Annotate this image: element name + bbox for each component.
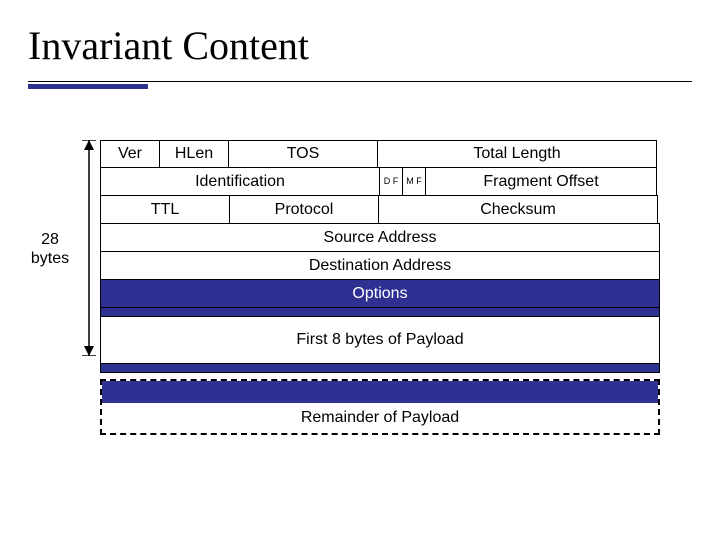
- field-tos: TOS: [228, 140, 378, 168]
- ip-header-diagram: Ver HLen TOS Total Length Identification…: [100, 140, 660, 435]
- field-fragment-offset: Fragment Offset: [425, 167, 657, 196]
- field-destination-address: Destination Address: [100, 251, 660, 280]
- header-row-options: Options: [100, 280, 660, 308]
- header-row-2: Identification D F M F Fragment Offset: [100, 168, 660, 196]
- payload-remainder-box: Remainder of Payload: [100, 379, 660, 435]
- slide-title: Invariant Content: [0, 0, 720, 75]
- side-size-value: 28: [41, 231, 59, 248]
- field-total-length: Total Length: [377, 140, 657, 168]
- header-row-1: Ver HLen TOS Total Length: [100, 140, 660, 168]
- field-source-address: Source Address: [100, 223, 660, 252]
- extent-bracket: [82, 140, 96, 356]
- field-checksum: Checksum: [378, 195, 658, 224]
- diagram-stage: 28 bytes Ver HLen TOS Total Length Ident…: [100, 140, 660, 435]
- separator-band-2: [100, 363, 660, 373]
- field-ttl: TTL: [100, 195, 230, 224]
- header-row-3: TTL Protocol Checksum: [100, 196, 660, 224]
- field-hlen: HLen: [159, 140, 229, 168]
- side-size-unit: bytes: [31, 250, 69, 267]
- field-options: Options: [100, 279, 660, 308]
- header-row-dst: Destination Address: [100, 252, 660, 280]
- payload-remainder-label: Remainder of Payload: [102, 409, 658, 427]
- payload-remainder-fill: [102, 381, 658, 403]
- field-df-flag: D F: [379, 167, 403, 196]
- side-size-label: 28 bytes: [20, 230, 80, 268]
- field-protocol: Protocol: [229, 195, 379, 224]
- title-underline: [28, 81, 692, 87]
- field-identification: Identification: [100, 167, 380, 196]
- field-ver: Ver: [100, 140, 160, 168]
- payload-first-8: First 8 bytes of Payload: [100, 316, 660, 364]
- field-mf-flag: M F: [402, 167, 426, 196]
- header-row-src: Source Address: [100, 224, 660, 252]
